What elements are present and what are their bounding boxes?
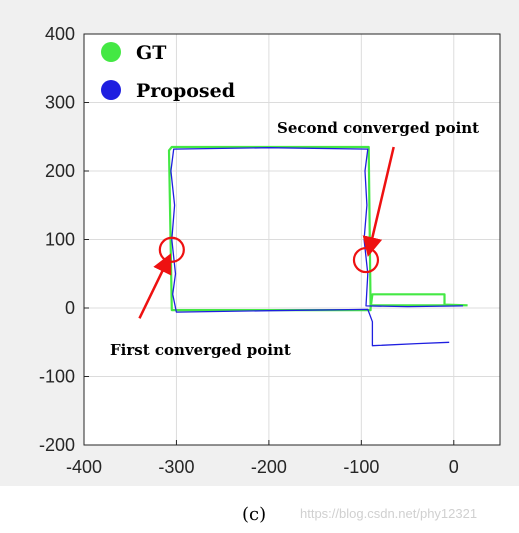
series-line-gt (167, 145, 468, 312)
converged-point-circle (158, 236, 185, 263)
annotation-arrow (138, 253, 172, 319)
y-tick-label: 200 (45, 161, 75, 181)
y-tick-label: -100 (39, 367, 75, 387)
y-tick-label: 400 (45, 24, 75, 44)
annotation-label: First converged point (110, 341, 291, 359)
legend-marker-proposed (101, 80, 121, 100)
annotation-arrow (362, 146, 395, 257)
figure-caption: (c) (242, 504, 267, 525)
y-tick-label: 0 (65, 298, 75, 318)
x-tick-label: 0 (449, 457, 459, 477)
trajectory-chart: -400 -300 -200 -100 0 -200 -100 0 100 200 300 400 GT… (39, 24, 501, 477)
legend-label-gt: GT (136, 42, 166, 64)
legend-label-proposed: Proposed (136, 80, 235, 102)
legend-marker-gt (101, 42, 121, 62)
annotation-label: Second converged point (277, 119, 479, 137)
x-tick-label: -400 (66, 457, 102, 477)
y-tick-label: -200 (39, 435, 75, 455)
y-tick-label: 300 (45, 93, 75, 113)
y-tick-label: 100 (45, 230, 75, 250)
watermark-text: https://blog.csdn.net/phy12321 (300, 506, 478, 521)
x-tick-label: -100 (343, 457, 379, 477)
x-tick-label: -200 (251, 457, 287, 477)
x-tick-label: -300 (158, 457, 194, 477)
